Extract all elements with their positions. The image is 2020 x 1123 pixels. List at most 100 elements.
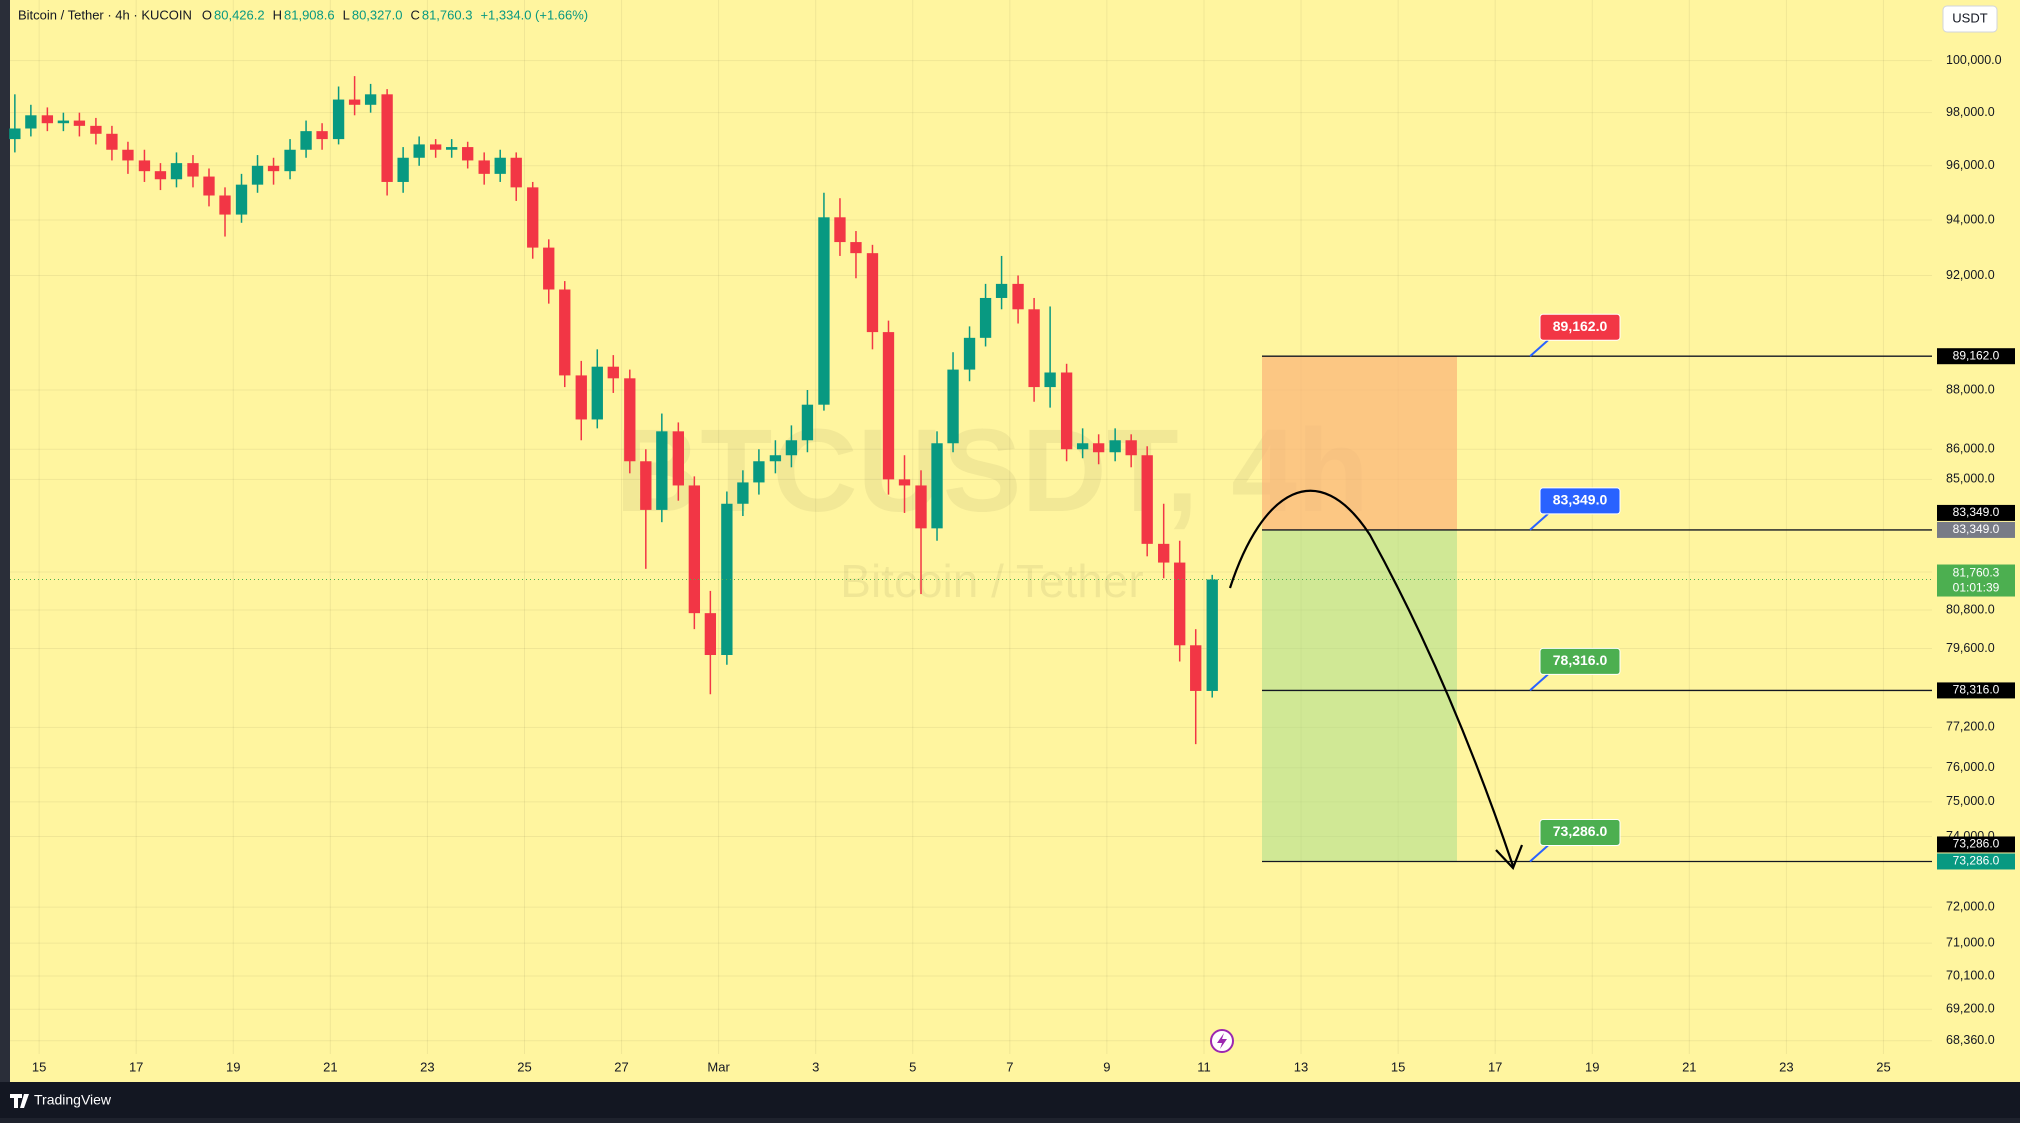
candles (9, 76, 1932, 745)
axis-level-label: 83,349.0 (1953, 505, 2000, 519)
candle-body (462, 147, 474, 161)
candle-body (1109, 440, 1121, 453)
candle-body (607, 366, 619, 379)
watermark-subtitle: Bitcoin / Tether (840, 555, 1143, 607)
x-tick-label: 25 (1876, 1059, 1890, 1074)
ohlc-value: 80,327.0 (352, 7, 403, 22)
candle-body (170, 163, 183, 180)
candle-body (656, 431, 668, 510)
x-tick-label: 17 (129, 1059, 143, 1074)
brand-logo (10, 1094, 29, 1108)
axis-level-label: 73,286.0 (1953, 837, 2000, 851)
candle-body (1158, 543, 1170, 563)
level-badge (1539, 647, 1621, 675)
axis-level-tag-colored (1937, 521, 2015, 538)
x-tick-label: 17 (1488, 1059, 1502, 1074)
candle-body (995, 283, 1008, 298)
level-badge-label: 83,349.0 (1553, 492, 1608, 508)
ohlc-value: 81,760.3 (422, 7, 473, 22)
candle-body (348, 99, 361, 105)
candle-body (866, 253, 879, 333)
candle-body (1174, 562, 1186, 646)
candle-body (284, 149, 296, 172)
axis-level-label-colored: 73,286.0 (1953, 854, 2000, 868)
y-tick-label: 71,000.0 (1946, 935, 1995, 949)
y-tick-label: 85,000.0 (1946, 472, 1995, 486)
candle-body (494, 157, 506, 174)
candle-body (1028, 309, 1040, 388)
candle-body (300, 131, 312, 150)
candle-body (381, 94, 393, 182)
x-tick-label: 13 (1294, 1059, 1308, 1074)
candle-body (332, 99, 345, 140)
y-tick-label: 68,360.0 (1946, 1033, 1995, 1047)
x-tick-label: 25 (517, 1059, 531, 1074)
badge-pointer (1529, 844, 1549, 863)
change-value: +1,334.0 (+1.66%) (480, 7, 588, 22)
candle-body (1092, 443, 1105, 453)
candle-body (1141, 455, 1153, 544)
candle-body (267, 165, 280, 172)
symbol-title: Bitcoin / Tether · 4h · KUCOIN (18, 7, 192, 22)
candle-body (527, 187, 539, 248)
candle-body (106, 133, 118, 150)
y-tick-label: 79,600.0 (1946, 641, 1995, 655)
axis-level-tag (1937, 504, 2015, 521)
footer-bar (0, 1082, 2020, 1118)
candle-body (591, 366, 603, 420)
candle-body (251, 165, 264, 185)
candle-body (947, 369, 959, 444)
candle-body (429, 144, 442, 150)
y-tick-label: 94,000.0 (1946, 212, 1995, 226)
candle-body (154, 171, 167, 180)
chart-background (10, 0, 2020, 1082)
axis-level-label: 89,162.0 (1953, 348, 2000, 362)
ohlc-value: 80,426.2 (214, 7, 265, 22)
x-tick-label: 23 (420, 1059, 434, 1074)
candle-body (235, 184, 248, 215)
target-zone (1262, 529, 1457, 862)
candle-body (704, 613, 717, 656)
candle-body (672, 431, 684, 486)
x-tick-label: 27 (614, 1059, 628, 1074)
candle-body (931, 443, 943, 529)
badge-pointer (1529, 339, 1549, 357)
candle-body (1190, 645, 1202, 691)
candle-body (316, 131, 328, 140)
level-badge-label: 78,316.0 (1553, 652, 1608, 668)
candle-body (9, 128, 21, 140)
watermark-title: BTCUSDT, 4h (615, 405, 1369, 537)
candle-body (397, 157, 409, 182)
candle-body (769, 455, 782, 462)
arrow-head (1495, 844, 1524, 871)
y-tick-label: 70,100.0 (1946, 968, 1995, 982)
candle-body (818, 217, 830, 405)
candle-body (753, 461, 765, 483)
candle-body (640, 461, 652, 510)
badge-pointer (1529, 513, 1549, 531)
candle-body (688, 485, 701, 614)
ohlc-key: O (202, 7, 212, 22)
ohlc-key: H (273, 7, 282, 22)
candle-body (963, 337, 976, 370)
candle-body (785, 440, 798, 456)
candle-body (543, 247, 555, 290)
currency-button[interactable] (1942, 5, 1998, 33)
axis-level-tag-colored (1937, 853, 2015, 870)
x-tick-label: 15 (1391, 1059, 1405, 1074)
candle-body (219, 195, 231, 215)
y-tick-label: 80,800.0 (1946, 602, 1995, 616)
level-badge-label: 89,162.0 (1553, 318, 1608, 334)
y-tick-label: 77,200.0 (1946, 720, 1995, 734)
countdown-label: 01:01:39 (1953, 581, 2000, 595)
y-tick-label: 69,200.0 (1946, 1002, 1995, 1016)
candle-body (575, 375, 587, 420)
y-tick-label: 86,000.0 (1946, 442, 1995, 456)
candle-body (979, 297, 992, 338)
y-tick-label: 76,000.0 (1946, 760, 1995, 774)
candle-body (1012, 283, 1024, 310)
candle-body (1044, 372, 1056, 388)
candle-body (138, 160, 151, 172)
currency-label[interactable]: USDT (1952, 10, 1987, 25)
candle-body (834, 217, 846, 243)
